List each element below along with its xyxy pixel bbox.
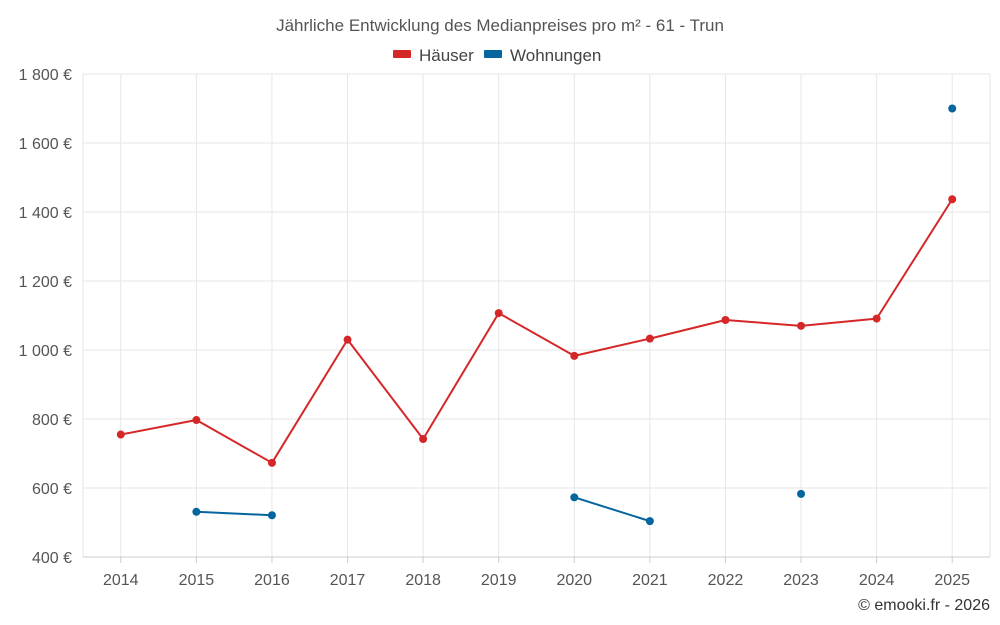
data-point-wohnungen[interactable] [192,507,201,516]
series-line-segment-haeuser [800,317,878,327]
legend[interactable]: Häuser Wohnungen [393,46,601,65]
y-tick-label: 1 600 € [19,136,72,153]
data-point-haeuser[interactable] [116,430,125,439]
series-line-segment-wohnungen [573,496,651,523]
legend-swatch-haeuser [393,50,411,58]
data-point-wohnungen[interactable] [797,489,806,498]
x-tick-label: 2022 [708,572,744,589]
data-point-haeuser[interactable] [645,334,654,343]
legend-label-wohnungen[interactable]: Wohnungen [510,46,601,65]
data-point-haeuser[interactable] [721,315,730,324]
x-tick-label: 2017 [330,572,366,589]
x-tick-label: 2016 [254,572,290,589]
series-line-segment-haeuser [346,338,425,441]
series [116,104,957,526]
series-line-segment-haeuser [497,312,576,357]
y-tick-label: 600 € [32,481,72,498]
data-point-haeuser[interactable] [343,335,352,344]
data-point-haeuser[interactable] [948,195,957,204]
series-line-segment-wohnungen [195,510,273,517]
series-wohnungen [192,104,957,526]
data-point-haeuser[interactable] [797,321,806,330]
series-line-segment-haeuser [648,318,727,340]
series-line-segment-haeuser [724,318,803,327]
x-tick-label: 2024 [859,572,895,589]
data-point-haeuser[interactable] [192,416,201,425]
axes: 400 € 600 € 800 € 1 000 € 1 200 € 1 400 € 1 60… [19,67,990,589]
chart-title: Jährliche Entwicklung des Medianpreises … [276,16,724,35]
x-tick-label: 2014 [103,572,139,589]
y-tick-label: 800 € [32,412,72,429]
x-tick-label: 2019 [481,572,517,589]
y-tick-label: 1 800 € [19,67,72,84]
data-point-haeuser[interactable] [267,458,276,467]
data-point-wohnungen[interactable] [645,517,654,526]
credit-text: © emooki.fr - 2026 [858,597,990,614]
x-tick-label: 2018 [405,572,441,589]
grid [82,73,991,557]
legend-swatch-wohnungen [484,50,502,58]
data-point-haeuser[interactable] [570,351,579,360]
series-line-segment-haeuser [195,419,273,464]
x-tick-label: 2020 [556,572,592,589]
x-tick-label: 2025 [934,572,970,589]
series-line-segment-haeuser [422,312,500,441]
data-point-wohnungen[interactable] [948,104,957,113]
series-line-segment-haeuser [875,198,954,320]
data-point-haeuser[interactable] [419,435,428,444]
series-haeuser [116,195,957,467]
legend-label-haeuser[interactable]: Häuser [419,46,474,65]
data-point-haeuser[interactable] [872,314,881,323]
data-point-wohnungen[interactable] [267,511,276,520]
series-line-segment-haeuser [119,419,198,436]
series-line-segment-haeuser [270,338,349,464]
data-point-haeuser[interactable] [494,309,503,318]
data-point-wohnungen[interactable] [570,493,579,502]
y-tick-label: 1 200 € [19,274,72,291]
series-line-segment-haeuser [573,337,651,357]
y-tick-label: 1 000 € [19,343,72,360]
x-tick-label: 2021 [632,572,668,589]
x-tick-label: 2023 [783,572,819,589]
y-tick-label: 1 400 € [19,205,72,222]
x-tick-label: 2015 [179,572,215,589]
y-tick-label: 400 € [32,550,72,567]
